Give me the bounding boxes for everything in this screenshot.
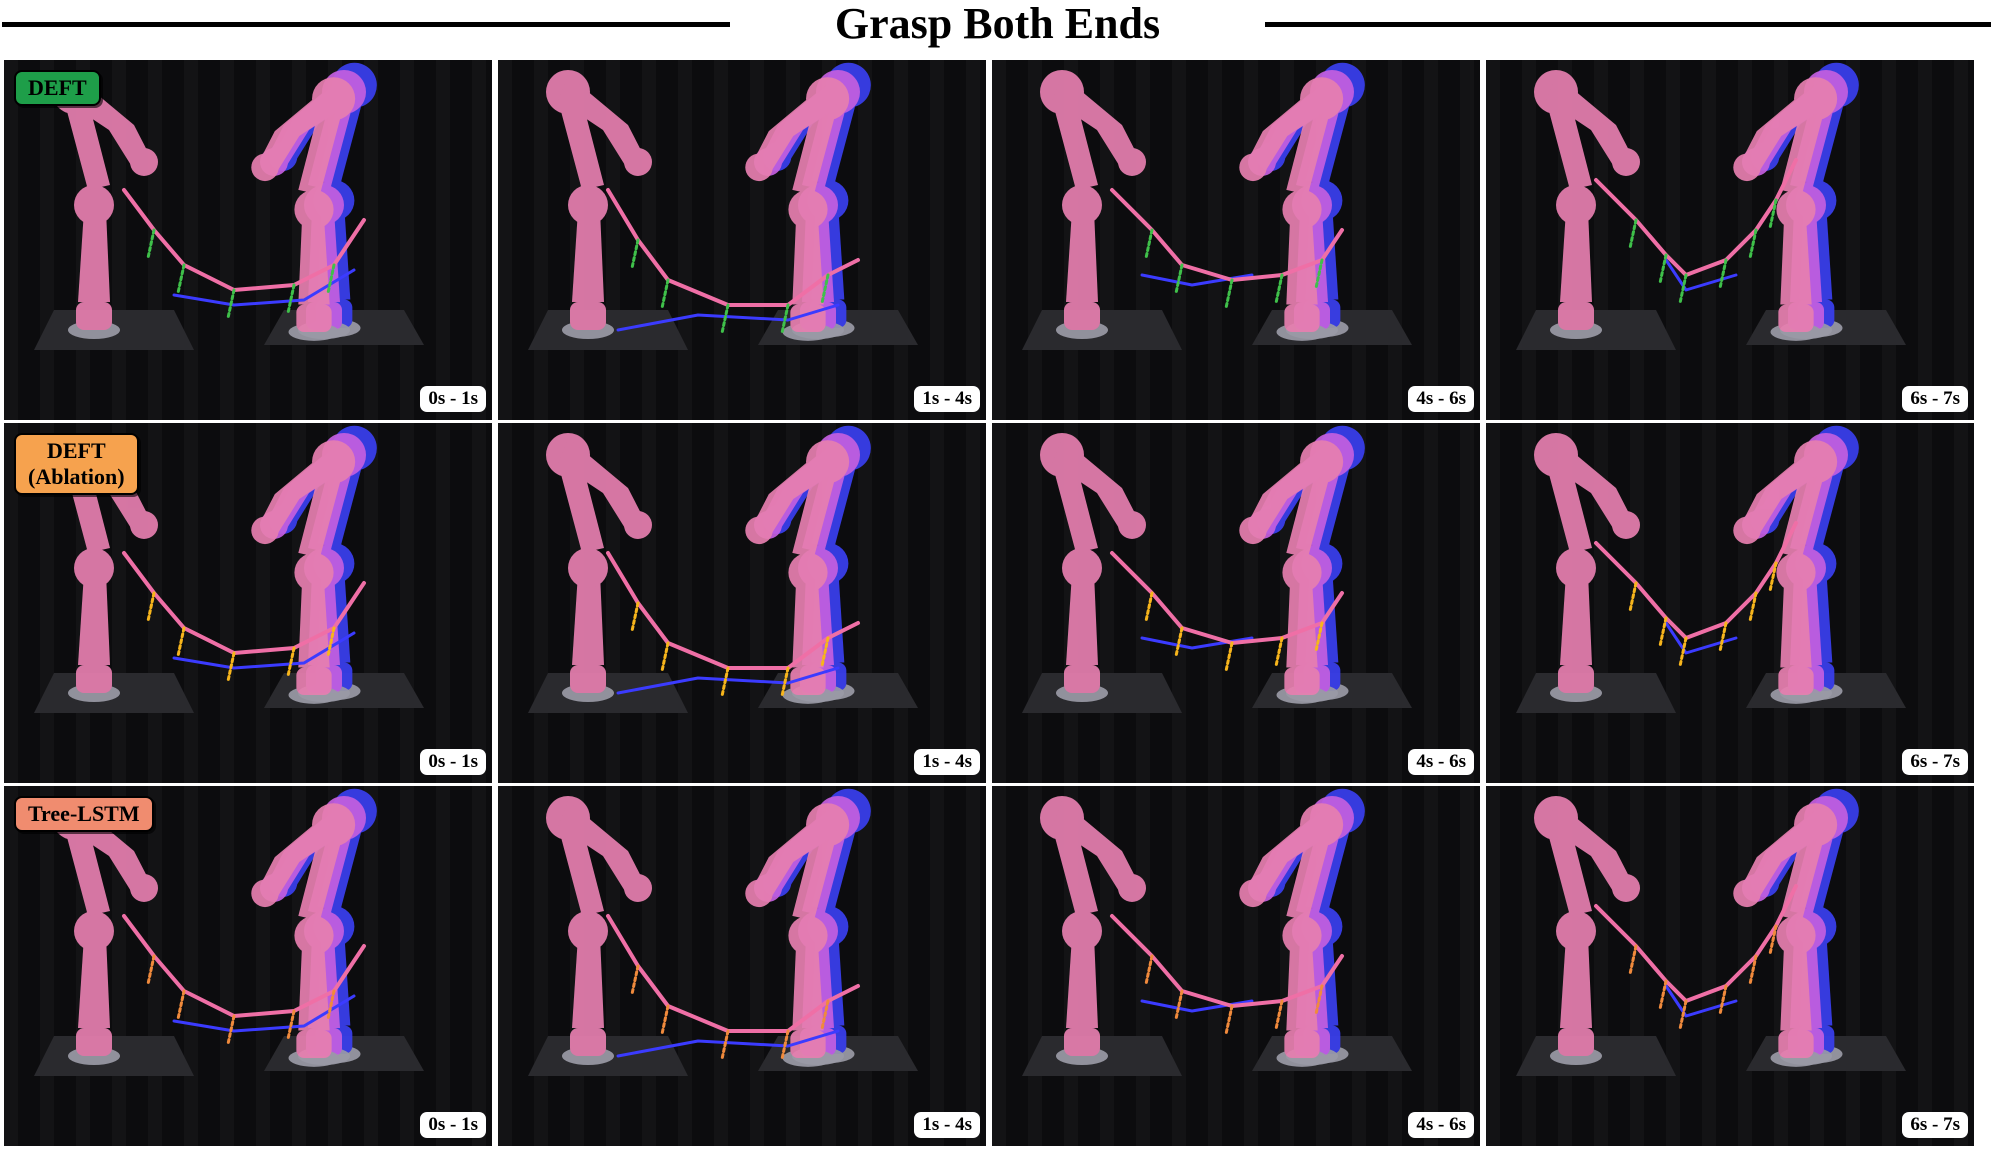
method-label: DEFT xyxy=(14,70,101,106)
photo-panel: 4s - 6s xyxy=(992,423,1480,783)
figure-title-bar: Grasp Both Ends xyxy=(0,0,1993,58)
time-range-badge: 1s - 4s xyxy=(914,749,980,775)
time-range-badge: 6s - 7s xyxy=(1902,1112,1968,1138)
photo-panel: 1s - 4s xyxy=(498,60,986,420)
photo-panel: 4s - 6s xyxy=(992,60,1480,420)
scene-photo xyxy=(992,786,1480,1146)
scene-photo xyxy=(992,60,1480,420)
photo-panel: 1s - 4s xyxy=(498,423,986,783)
scene-photo xyxy=(498,60,986,420)
time-range-badge: 6s - 7s xyxy=(1902,749,1968,775)
photo-panel: 0s - 1s Tree-LSTM xyxy=(4,786,492,1146)
time-range-badge: 4s - 6s xyxy=(1408,386,1474,412)
scene-photo xyxy=(498,423,986,783)
photo-panel: 6s - 7s xyxy=(1486,60,1974,420)
scene-photo xyxy=(1486,60,1974,420)
photo-panel: 6s - 7s xyxy=(1486,786,1974,1146)
time-range-badge: 4s - 6s xyxy=(1408,749,1474,775)
time-range-badge: 0s - 1s xyxy=(420,1112,486,1138)
time-range-badge: 0s - 1s xyxy=(420,749,486,775)
scene-photo xyxy=(4,786,492,1146)
photo-panel: 6s - 7s xyxy=(1486,423,1974,783)
time-range-badge: 0s - 1s xyxy=(420,386,486,412)
title-rule-right xyxy=(1265,22,1991,27)
title-rule-left xyxy=(2,22,730,27)
time-range-badge: 4s - 6s xyxy=(1408,1112,1474,1138)
time-range-badge: 1s - 4s xyxy=(914,386,980,412)
time-range-badge: 6s - 7s xyxy=(1902,386,1968,412)
figure-title: Grasp Both Ends xyxy=(834,0,1161,48)
method-label: DEFT (Ablation) xyxy=(14,433,139,495)
photo-panel: 0s - 1s DEFT (Ablation) xyxy=(4,423,492,783)
scene-photo xyxy=(992,423,1480,783)
scene-photo xyxy=(498,786,986,1146)
photo-panel: 0s - 1s DEFT xyxy=(4,60,492,420)
scene-photo xyxy=(1486,786,1974,1146)
scene-photo xyxy=(4,60,492,420)
photo-panel: 4s - 6s xyxy=(992,786,1480,1146)
method-label: Tree-LSTM xyxy=(14,796,154,832)
scene-photo xyxy=(1486,423,1974,783)
photo-panel: 1s - 4s xyxy=(498,786,986,1146)
time-range-badge: 1s - 4s xyxy=(914,1112,980,1138)
